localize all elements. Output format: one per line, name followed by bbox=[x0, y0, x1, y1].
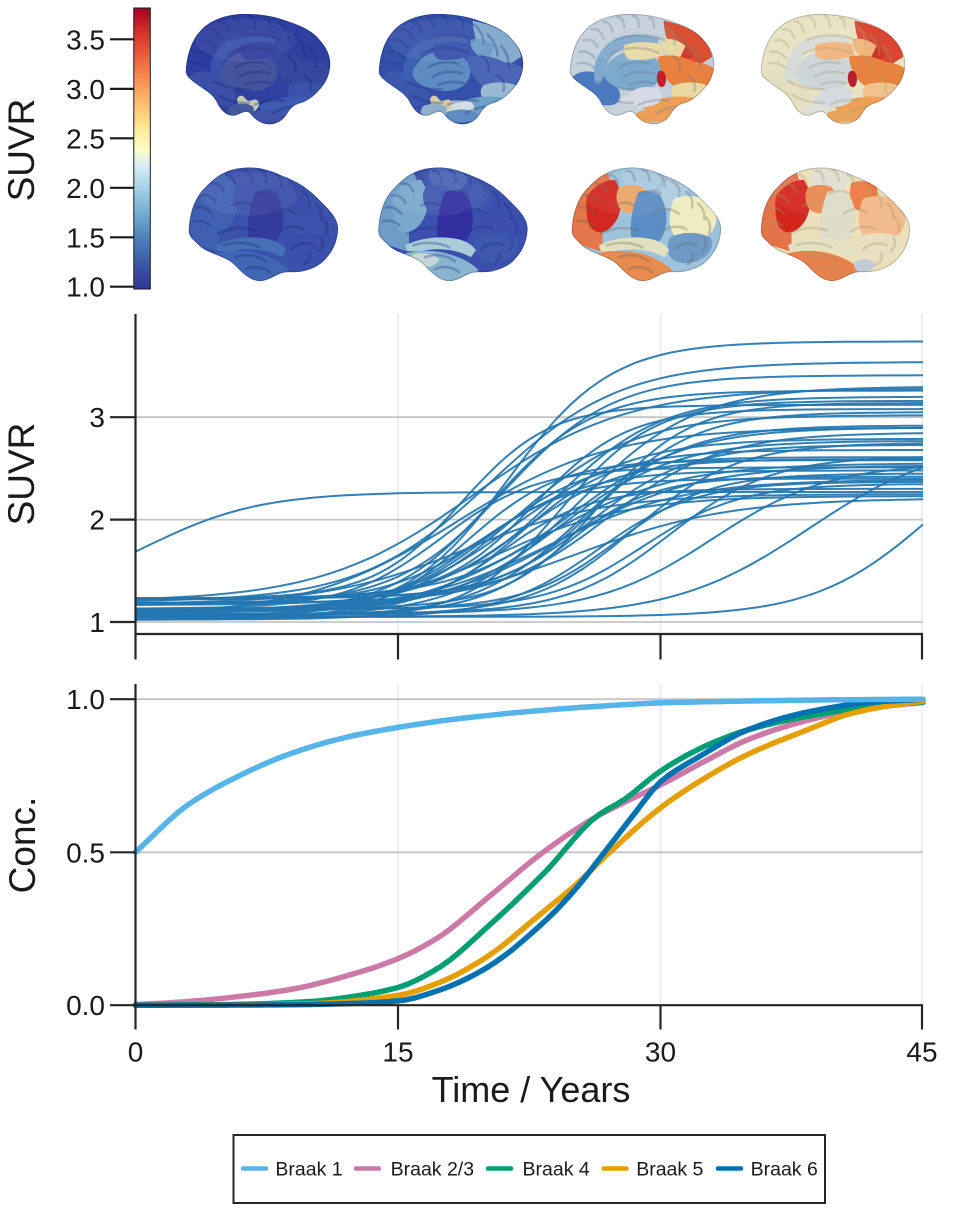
svg-text:3.0: 3.0 bbox=[66, 74, 105, 105]
svg-text:Braak 2/3: Braak 2/3 bbox=[391, 1159, 474, 1181]
svg-text:SUVR: SUVR bbox=[1, 99, 42, 202]
svg-text:1.0: 1.0 bbox=[66, 684, 105, 715]
svg-text:3.5: 3.5 bbox=[66, 24, 105, 55]
svg-text:Braak 1: Braak 1 bbox=[275, 1159, 342, 1181]
svg-text:Braak 6: Braak 6 bbox=[751, 1159, 818, 1181]
svg-text:0.0: 0.0 bbox=[66, 990, 105, 1021]
svg-text:1.0: 1.0 bbox=[66, 272, 105, 303]
svg-text:SUVR: SUVR bbox=[1, 423, 42, 526]
svg-text:Braak 4: Braak 4 bbox=[523, 1159, 590, 1181]
svg-text:Braak 5: Braak 5 bbox=[636, 1159, 703, 1181]
svg-text:Conc.: Conc. bbox=[2, 797, 43, 894]
svg-text:30: 30 bbox=[645, 1037, 676, 1068]
svg-text:45: 45 bbox=[906, 1037, 937, 1068]
svg-text:1.5: 1.5 bbox=[66, 222, 105, 253]
svg-text:15: 15 bbox=[382, 1037, 413, 1068]
svg-text:2.5: 2.5 bbox=[66, 123, 105, 154]
svg-text:1: 1 bbox=[89, 607, 105, 638]
svg-text:0: 0 bbox=[128, 1037, 144, 1068]
svg-text:Time / Years: Time / Years bbox=[432, 1069, 631, 1110]
svg-text:3: 3 bbox=[89, 402, 105, 433]
svg-text:2.0: 2.0 bbox=[66, 173, 105, 204]
svg-text:2: 2 bbox=[89, 505, 105, 536]
svg-text:0.5: 0.5 bbox=[66, 837, 105, 868]
